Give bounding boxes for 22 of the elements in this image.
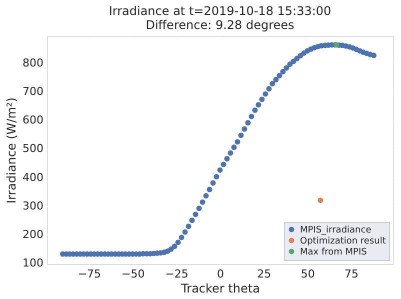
chart-title: Irradiance at t=2019-10-18 15:33:00 [108,4,332,18]
chart-subtitle: Difference: 9.28 degrees [146,18,294,32]
y-tick-label: 600 [22,114,44,127]
x-tick-label: 50 [300,268,315,280]
x-tick-label: −50 [122,268,145,280]
y-tick-label: 100 [22,256,44,270]
y-tick-label: 400 [22,170,44,184]
legend-label: MPIS_irradiance [300,226,372,236]
y-tick-label: 500 [22,142,44,156]
x-tick-label: 75 [344,268,359,280]
x-axis-title: Tracker theta [180,282,260,296]
x-tick-label: 0 [217,268,224,280]
x-tick-label: 25 [257,268,272,280]
y-tick-label: 700 [22,85,44,98]
y-axis-title: Irradiance (W/m²) [4,97,19,204]
x-tick-label: −75 [78,268,102,280]
x-tick-label: −25 [165,268,188,280]
legend-label: Max from MPIS [300,248,368,258]
y-tick-label: 300 [22,199,44,212]
y-tick-label: 800 [22,56,44,70]
y-tick-label: 200 [22,228,44,241]
legend-label: Optimization result [300,236,386,246]
